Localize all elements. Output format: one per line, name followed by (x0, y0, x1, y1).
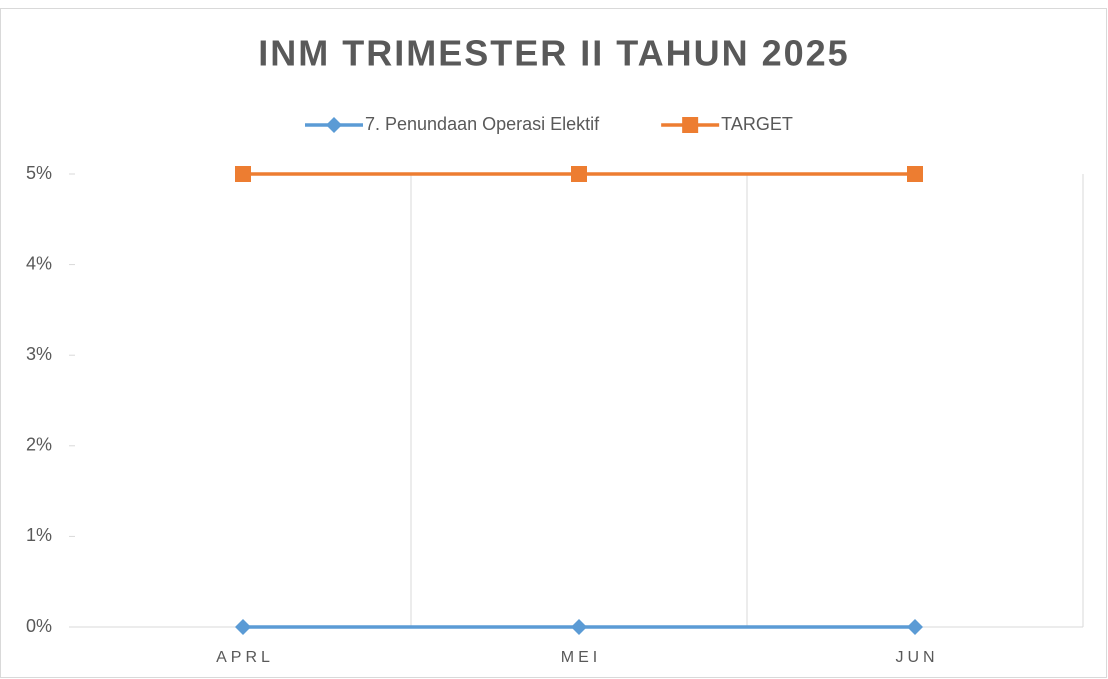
data-point (235, 619, 251, 635)
chart-border (0, 8, 1107, 678)
data-point (235, 166, 251, 182)
y-tick-label: 0% (26, 616, 52, 636)
chart-title: INM TRIMESTER II TAHUN 2025 (258, 33, 849, 74)
x-tick-label: JUN (895, 649, 938, 666)
data-point (571, 166, 587, 182)
legend-label: TARGET (721, 114, 793, 134)
y-tick-label: 4% (26, 253, 52, 273)
data-point (571, 619, 587, 635)
legend-marker (326, 117, 342, 133)
data-point (907, 619, 923, 635)
data-point (907, 166, 923, 182)
y-tick-label: 2% (26, 435, 52, 455)
y-tick-label: 5% (26, 163, 52, 183)
y-tick-label: 1% (26, 525, 52, 545)
y-tick-label: 3% (26, 344, 52, 364)
x-tick-label: MEI (561, 649, 601, 666)
x-tick-label: APRL (216, 649, 274, 666)
legend-label: 7. Penundaan Operasi Elektif (365, 114, 600, 134)
legend-marker (682, 117, 699, 133)
